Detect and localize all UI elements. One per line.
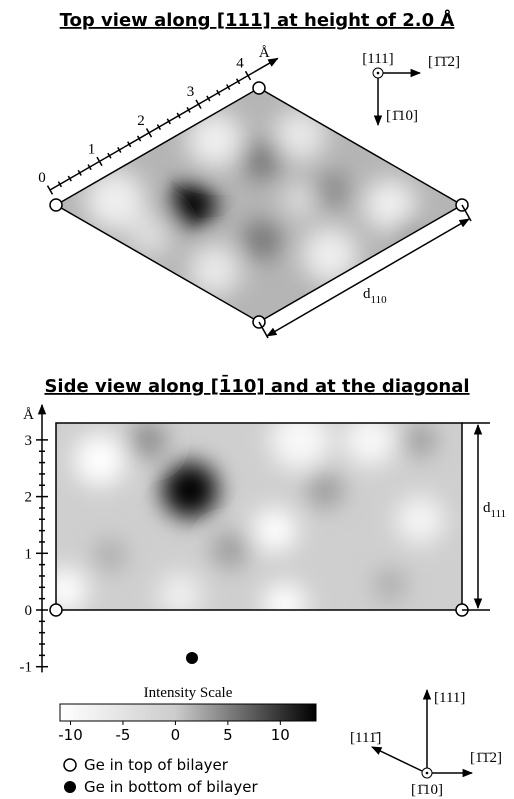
axis-label: [111̄] bbox=[350, 730, 381, 746]
ruler-label: 1 bbox=[88, 141, 96, 157]
axis-tick-label: 2 bbox=[25, 490, 33, 506]
d111-label: d111 bbox=[483, 500, 506, 520]
colorbar-tick-label: -10 bbox=[58, 726, 83, 744]
ruler-label: 3 bbox=[187, 84, 195, 100]
axis-label: [1̄1̄2] bbox=[428, 54, 460, 70]
ruler-tick bbox=[196, 100, 201, 109]
top-title: Top view along [111] at height of 2.0 Å bbox=[60, 8, 455, 31]
ruler-tick bbox=[48, 186, 53, 195]
axis-label: [1̄10] bbox=[386, 108, 418, 124]
colorbar-tick-label: 5 bbox=[223, 726, 233, 744]
figure: Top view along [111] at height of 2.0 Å … bbox=[0, 0, 514, 799]
side-title: Side view along [1̄10] and at the diagon… bbox=[44, 375, 469, 397]
axis-unit: Å bbox=[23, 407, 34, 423]
scale-title: Intensity Scale bbox=[144, 685, 233, 701]
axis-tick-label: 1 bbox=[25, 546, 33, 562]
axis-label: [1̄10] bbox=[411, 782, 443, 798]
axis-tick-label: 3 bbox=[25, 433, 33, 449]
ruler-label: 0 bbox=[38, 170, 46, 186]
colorbar-ticks: -10 -5 0 5 10 bbox=[58, 721, 290, 744]
legend-open-marker bbox=[64, 759, 76, 771]
axis-label: [111] bbox=[362, 51, 393, 67]
axis-label: [111] bbox=[434, 690, 465, 706]
axis-arrow bbox=[372, 747, 422, 771]
colorbar-tick-label: 10 bbox=[271, 726, 290, 744]
legend-label: Ge in bottom of bilayer bbox=[84, 778, 258, 796]
subscript: 110 bbox=[371, 294, 388, 306]
legend-label: Ge in top of bilayer bbox=[84, 756, 229, 774]
out-axis-dot bbox=[377, 72, 380, 75]
axis-tick-label: 0 bbox=[25, 603, 33, 619]
ruler-tick bbox=[246, 71, 251, 80]
bottom-atom bbox=[186, 652, 198, 664]
ruler-tick bbox=[97, 157, 102, 166]
ruler-tick bbox=[147, 128, 152, 137]
ruler-label: 4 bbox=[236, 56, 244, 72]
colorbar-tick-label: 0 bbox=[171, 726, 181, 744]
ruler-label: 2 bbox=[137, 113, 145, 129]
ruler-unit: Å bbox=[259, 45, 270, 61]
colorbar bbox=[60, 704, 316, 721]
axis-tick-label: -1 bbox=[20, 660, 33, 676]
legend-filled-marker bbox=[64, 781, 76, 793]
subscript: 111 bbox=[491, 508, 507, 520]
side-axis: Å -1 0 1 2 3 bbox=[20, 405, 49, 676]
colorbar-tick-label: -5 bbox=[115, 726, 130, 744]
out-axis-dot bbox=[426, 772, 429, 775]
side-density-map bbox=[43, 410, 462, 627]
axis-label: [1̄1̄2] bbox=[470, 750, 502, 766]
d110-label: d110 bbox=[363, 286, 387, 306]
